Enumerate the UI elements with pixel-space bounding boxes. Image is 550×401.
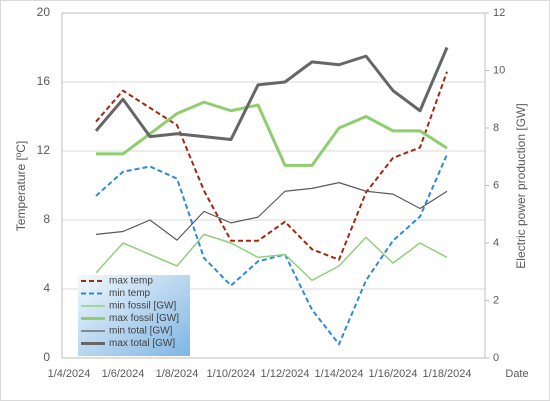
series-line — [95, 182, 448, 241]
y-tick-label: 8 — [43, 212, 50, 226]
plot-border — [61, 12, 486, 359]
series-line — [96, 100, 448, 167]
x-tick-label: 1/4/2024 — [48, 368, 91, 380]
legend-label: min fossil [GW] — [109, 301, 176, 312]
legend-label: max temp — [109, 276, 153, 287]
series-line — [95, 154, 448, 346]
x-tick-label: 1/18/2024 — [423, 368, 472, 380]
x-tick-label: 1/8/2024 — [156, 368, 199, 380]
legend-label: max fossil [GW] — [109, 313, 179, 324]
x-axis-title: Date — [505, 368, 528, 380]
x-tick-label: 1/10/2024 — [207, 368, 256, 380]
series-line — [95, 233, 448, 282]
y-tick-label: 20 — [37, 5, 51, 19]
y2-tick-label: 2 — [493, 294, 499, 306]
series-line — [94, 46, 449, 141]
y2-tick-label: 12 — [493, 7, 505, 19]
y2-tick-label: 4 — [493, 237, 499, 249]
x-tick-label: 1/6/2024 — [102, 368, 145, 380]
x-tick-label: 1/16/2024 — [369, 368, 418, 380]
y2-axis-title: Electric power production [GW] — [514, 103, 528, 268]
y-tick-label: 16 — [37, 74, 51, 88]
legend-label: min temp — [109, 288, 151, 299]
y2-tick-label: 10 — [493, 64, 505, 76]
legend-label: min total [GW] — [109, 326, 173, 337]
y-tick-label: 12 — [37, 143, 51, 157]
legend-label: max total [GW] — [109, 338, 175, 349]
series-line — [95, 71, 448, 261]
y2-tick-label: 6 — [493, 179, 499, 191]
y-axis-title: Temperature [ºC] — [14, 141, 28, 231]
y-tick-label: 0 — [43, 350, 50, 364]
x-tick-label: 1/12/2024 — [261, 368, 310, 380]
x-tick-label: 1/14/2024 — [315, 368, 364, 380]
y-tick-label: 4 — [43, 281, 50, 295]
y2-tick-label: 0 — [493, 352, 499, 364]
y2-tick-label: 8 — [493, 122, 499, 134]
